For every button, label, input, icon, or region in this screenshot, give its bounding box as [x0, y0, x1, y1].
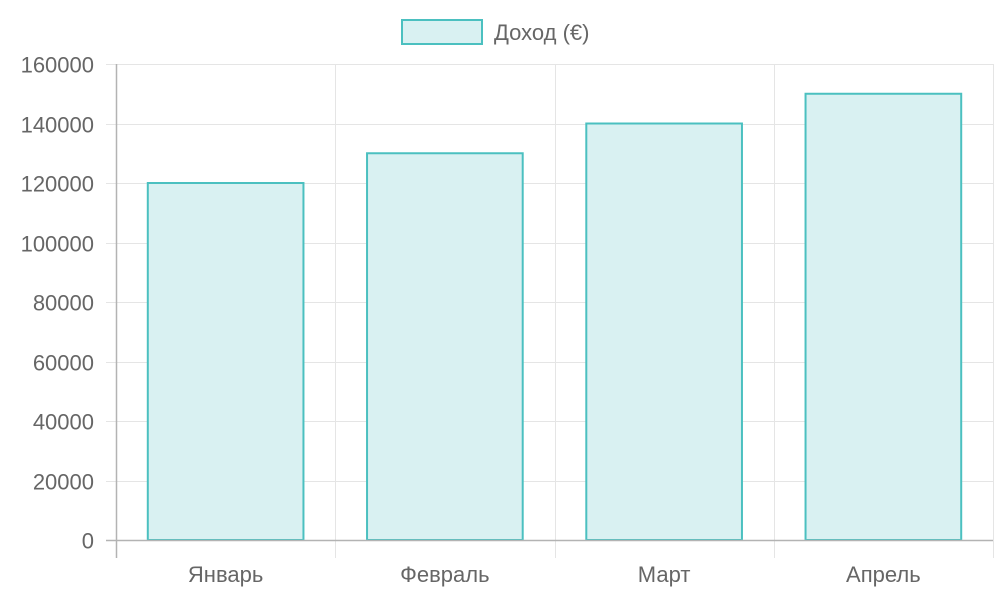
legend[interactable]: Доход (€) [401, 19, 589, 45]
y-tick-label: 40000 [33, 410, 94, 435]
bar-3[interactable] [585, 122, 743, 541]
y-tick-label: 0 [82, 529, 94, 554]
x-tick-label: Февраль [400, 562, 489, 587]
bar-4[interactable] [804, 92, 963, 541]
x-tick-label: Январь [188, 562, 263, 587]
x-tick-label: Апрель [846, 562, 921, 587]
y-tick-label: 140000 [21, 113, 94, 138]
y-tick-label: 100000 [21, 232, 94, 257]
legend-swatch[interactable] [401, 19, 483, 45]
x-tick-label: Март [638, 562, 691, 587]
bars-layer [146, 92, 963, 541]
y-tick-label: 120000 [21, 172, 94, 197]
legend-label[interactable]: Доход (€) [494, 20, 589, 45]
axis-layer: 0 20000 40000 60000 80000 100000 120000 140000 1… [21, 53, 993, 587]
y-tick-label: 20000 [33, 470, 94, 495]
bar-2[interactable] [366, 152, 524, 541]
bar-1[interactable] [146, 182, 305, 541]
y-tick-label: 160000 [21, 53, 94, 78]
y-tick-label: 60000 [33, 351, 94, 376]
y-tick-label: 80000 [33, 291, 94, 316]
